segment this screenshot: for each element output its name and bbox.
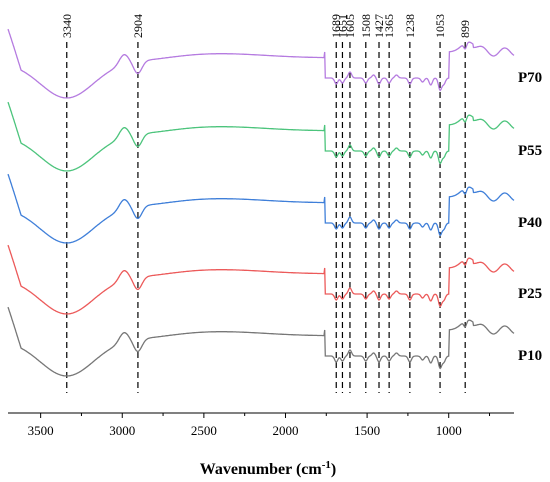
series-label-p55: P55: [518, 143, 542, 159]
series-line-p25: [7, 244, 515, 315]
spectra-layer: P70 P55 P40 P25 P10: [7, 28, 542, 377]
series-line-p10: [7, 306, 515, 377]
series-label-p40: P40: [518, 215, 542, 231]
series-label-p70: P70: [518, 70, 542, 86]
marker-label-1365: 1365: [382, 14, 396, 38]
marker-label-1689: 1689: [329, 14, 343, 38]
x-tick-label-2500: 2500: [191, 423, 217, 438]
marker-label-899: 899: [458, 20, 472, 38]
series-line-p70: [7, 28, 515, 99]
series-label-p25: P25: [518, 286, 542, 302]
marker-label-1651: 1651: [335, 14, 349, 38]
x-tick-label-1000: 1000: [436, 423, 462, 438]
marker-label-1605: 1605: [343, 14, 357, 38]
x-tick-label-1500: 1500: [354, 423, 380, 438]
marker-label-1427: 1427: [372, 14, 386, 38]
marker-label-1238: 1238: [403, 14, 417, 38]
marker-label-1053: 1053: [433, 14, 447, 38]
marker-label-1508: 1508: [359, 14, 373, 38]
x-tick-label-2000: 2000: [272, 423, 298, 438]
x-tick-label-3500: 3500: [28, 423, 54, 438]
series-label-p10: P10: [518, 348, 542, 364]
x-axis: 3500 3000 2500 2000 1500 1000: [8, 412, 514, 438]
marker-label-3340: 3340: [60, 14, 74, 38]
marker-label-2904: 2904: [131, 14, 145, 38]
x-tick-label-3000: 3000: [109, 423, 135, 438]
series-line-p40: [7, 173, 515, 244]
x-axis-title: Wavenumber (cm-1): [200, 459, 336, 478]
series-line-p55: [7, 101, 515, 172]
